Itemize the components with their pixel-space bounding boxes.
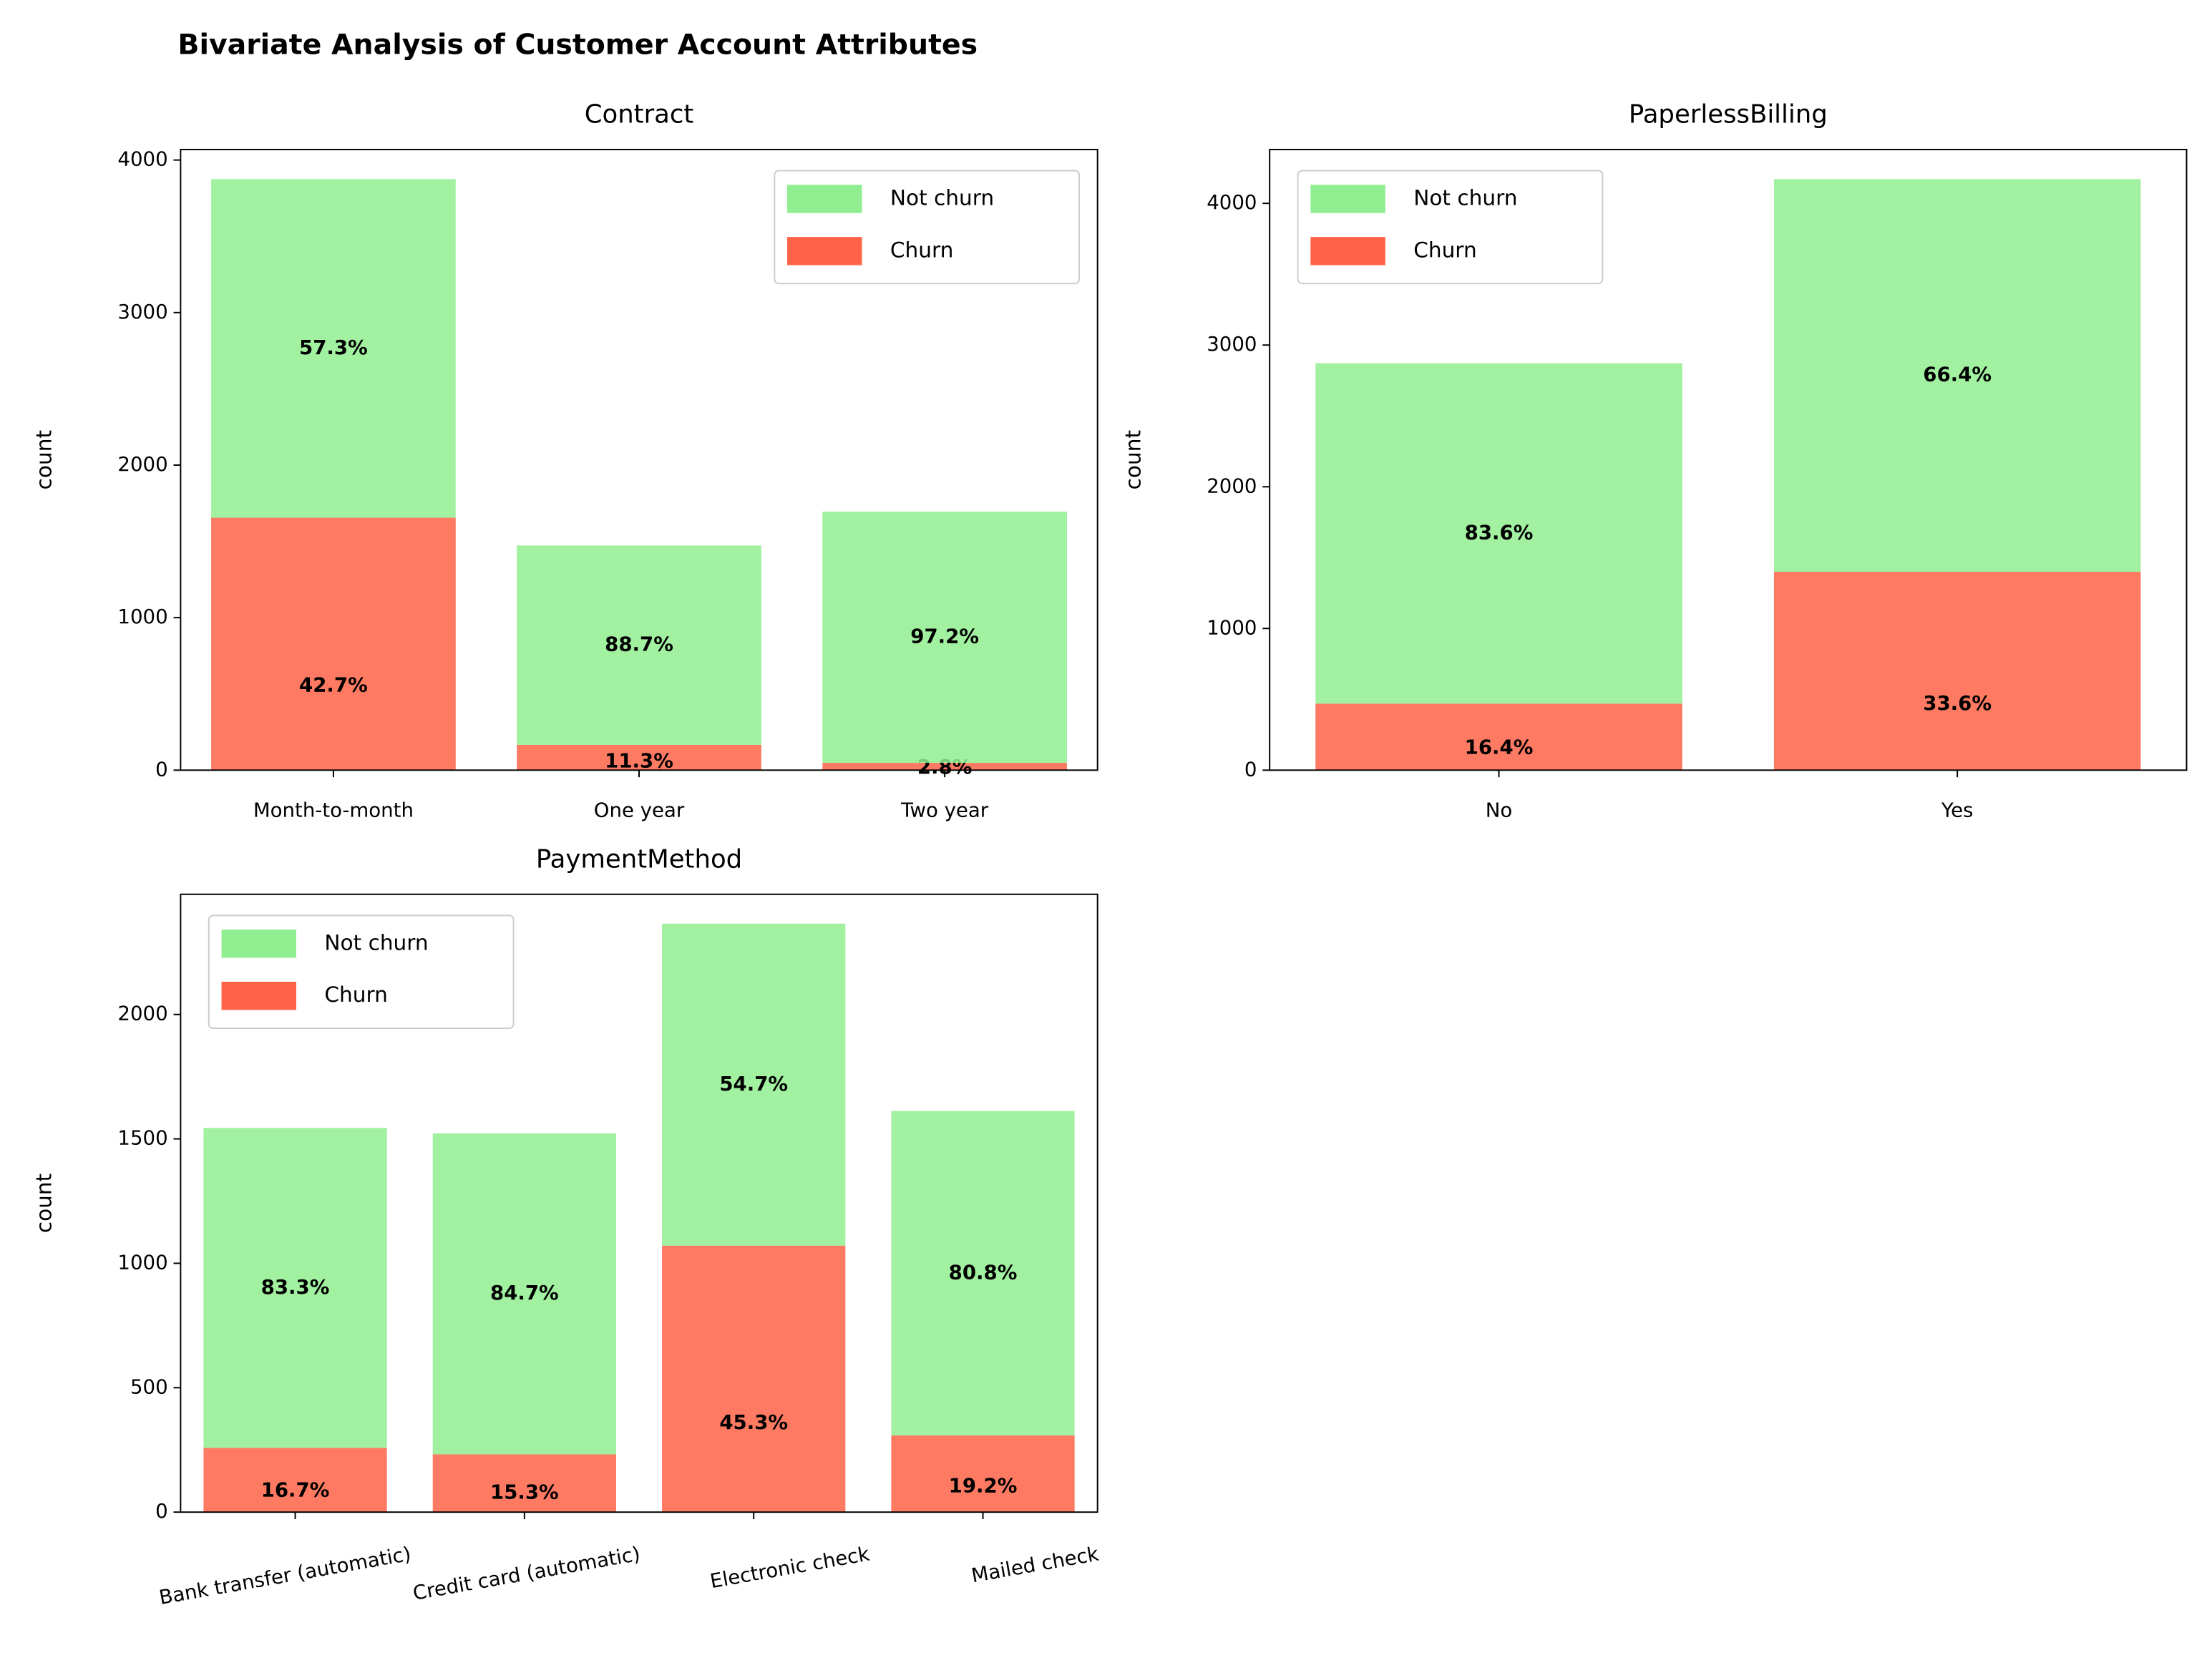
bar bbox=[891, 1111, 1075, 1436]
bar-percent-label: 88.7% bbox=[605, 633, 673, 656]
bar bbox=[1315, 363, 1682, 704]
bar-percent-label: 45.3% bbox=[719, 1410, 788, 1434]
legend-label: Not churn bbox=[1413, 185, 1517, 210]
y-tick-label: 2000 bbox=[117, 452, 167, 476]
y-tick-label: 500 bbox=[130, 1375, 168, 1398]
bar-percent-label: 57.3% bbox=[299, 336, 368, 359]
bar bbox=[1773, 572, 2141, 771]
legend-swatch bbox=[1310, 237, 1385, 265]
bar-percent-label: 15.3% bbox=[490, 1480, 559, 1503]
bar bbox=[203, 1448, 387, 1513]
figure-title: Bivariate Analysis of Customer Account A… bbox=[177, 29, 978, 62]
axes-frame bbox=[180, 148, 1098, 771]
legend-label: Churn bbox=[324, 982, 387, 1007]
bar-percent-label: 66.4% bbox=[1923, 363, 1992, 386]
bar bbox=[1315, 703, 1682, 771]
bar-percent-label: 11.3% bbox=[605, 749, 673, 773]
axes-frame bbox=[1269, 148, 2188, 771]
legend-label: Churn bbox=[1413, 238, 1476, 262]
bar bbox=[822, 763, 1067, 771]
x-tick-label: Month-to-month bbox=[253, 798, 414, 821]
subplot-title: PaperlessBilling bbox=[1629, 100, 1828, 130]
legend-swatch bbox=[221, 930, 297, 958]
legend-label: Not churn bbox=[324, 930, 428, 955]
bar-percent-label: 54.7% bbox=[719, 1072, 788, 1096]
x-tick-label: One year bbox=[594, 798, 685, 821]
bar-percent-label: 33.6% bbox=[1923, 691, 1992, 715]
legend: Not churn Churn bbox=[208, 914, 515, 1030]
bar-percent-label: 42.7% bbox=[299, 673, 368, 697]
bar bbox=[211, 179, 456, 518]
y-axis-label: count bbox=[32, 1174, 57, 1233]
bar-percent-label: 80.8% bbox=[949, 1260, 1018, 1284]
legend-swatch bbox=[786, 185, 862, 213]
y-tick-label: 1000 bbox=[117, 1250, 167, 1274]
bar bbox=[662, 1245, 846, 1513]
bar bbox=[517, 744, 761, 771]
x-tick-label: Mailed check bbox=[970, 1542, 1101, 1588]
bar bbox=[203, 1128, 387, 1448]
bar-percent-label: 16.7% bbox=[261, 1478, 330, 1501]
legend: Not churn Churn bbox=[1297, 170, 1604, 285]
bar bbox=[662, 923, 846, 1246]
legend: Not churn Churn bbox=[774, 170, 1081, 285]
subplot-title: PaymentMethod bbox=[536, 844, 742, 874]
y-tick-label: 3000 bbox=[1207, 332, 1257, 356]
y-tick-label: 4000 bbox=[1207, 190, 1257, 214]
x-tick-label: Yes bbox=[1941, 798, 1974, 821]
legend-swatch bbox=[1310, 185, 1385, 213]
bar-percent-label: 16.4% bbox=[1465, 735, 1534, 758]
legend-label: Churn bbox=[890, 238, 953, 262]
y-axis-label: count bbox=[1121, 430, 1145, 489]
subplot-title: Contract bbox=[585, 100, 694, 130]
bar-percent-label: 83.6% bbox=[1465, 521, 1534, 545]
bar bbox=[517, 545, 761, 745]
bar-percent-label: 19.2% bbox=[949, 1473, 1018, 1497]
x-tick-label: Two year bbox=[900, 798, 989, 821]
bar bbox=[822, 511, 1067, 764]
bar bbox=[1773, 179, 2141, 572]
y-tick-label: 0 bbox=[1244, 757, 1257, 781]
bar-percent-label: 97.2% bbox=[910, 625, 979, 648]
y-tick-label: 1000 bbox=[117, 605, 167, 628]
y-axis-label: count bbox=[32, 430, 57, 489]
x-tick-label: No bbox=[1486, 798, 1513, 821]
axes-frame bbox=[180, 893, 1098, 1513]
x-tick-label: Credit card (automatic) bbox=[411, 1542, 642, 1605]
y-tick-label: 0 bbox=[155, 1499, 168, 1523]
y-tick-label: 2000 bbox=[1207, 474, 1257, 497]
bar bbox=[432, 1454, 616, 1513]
y-tick-label: 1000 bbox=[1207, 615, 1257, 639]
x-tick-label: Electronic check bbox=[708, 1542, 872, 1594]
legend-swatch bbox=[221, 981, 297, 1010]
y-tick-label: 4000 bbox=[117, 147, 167, 171]
y-tick-label: 0 bbox=[155, 757, 168, 781]
bar bbox=[432, 1133, 616, 1455]
legend-swatch bbox=[786, 237, 862, 265]
legend-label: Not churn bbox=[890, 185, 994, 210]
y-tick-label: 1500 bbox=[117, 1126, 167, 1150]
y-tick-label: 2000 bbox=[117, 1002, 167, 1025]
bar bbox=[211, 517, 456, 771]
bar-percent-label: 83.3% bbox=[261, 1275, 330, 1299]
x-tick-label: Bank transfer (automatic) bbox=[157, 1542, 413, 1609]
bar-percent-label: 84.7% bbox=[490, 1281, 559, 1304]
y-tick-label: 3000 bbox=[117, 300, 167, 323]
bar bbox=[891, 1435, 1075, 1513]
